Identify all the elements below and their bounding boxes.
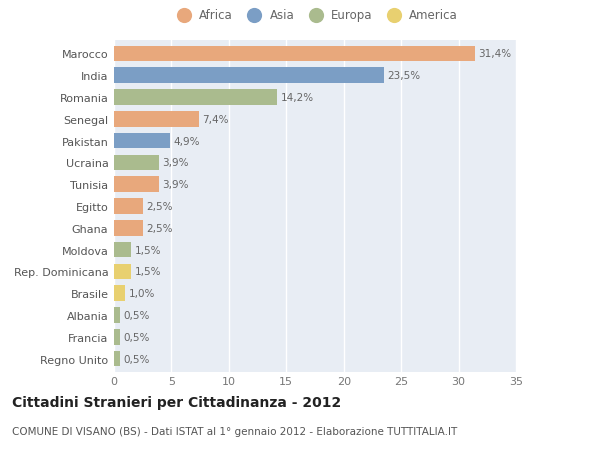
Text: 0,5%: 0,5% bbox=[123, 310, 149, 320]
Text: 0,5%: 0,5% bbox=[123, 332, 149, 342]
Text: 1,5%: 1,5% bbox=[134, 267, 161, 277]
Text: 0,5%: 0,5% bbox=[123, 354, 149, 364]
Bar bbox=[114, 68, 384, 84]
Bar bbox=[114, 177, 159, 193]
Text: 1,5%: 1,5% bbox=[134, 245, 161, 255]
Legend: Africa, Asia, Europa, America: Africa, Asia, Europa, America bbox=[172, 9, 458, 22]
Bar bbox=[114, 308, 120, 323]
Bar bbox=[114, 264, 131, 280]
Text: 2,5%: 2,5% bbox=[146, 223, 173, 233]
Bar bbox=[114, 199, 143, 214]
Bar bbox=[114, 134, 170, 149]
Text: Cittadini Stranieri per Cittadinanza - 2012: Cittadini Stranieri per Cittadinanza - 2… bbox=[12, 395, 341, 409]
Bar bbox=[114, 46, 475, 62]
Bar bbox=[114, 351, 120, 367]
Text: 3,9%: 3,9% bbox=[162, 158, 189, 168]
Text: 1,0%: 1,0% bbox=[129, 289, 155, 298]
Text: 4,9%: 4,9% bbox=[174, 136, 200, 146]
Bar bbox=[114, 242, 131, 258]
Bar bbox=[114, 112, 199, 128]
Text: 31,4%: 31,4% bbox=[478, 50, 511, 59]
Bar bbox=[114, 329, 120, 345]
Text: 7,4%: 7,4% bbox=[202, 115, 229, 124]
Text: 3,9%: 3,9% bbox=[162, 180, 189, 190]
Text: 14,2%: 14,2% bbox=[281, 93, 314, 103]
Bar bbox=[114, 155, 159, 171]
Text: COMUNE DI VISANO (BS) - Dati ISTAT al 1° gennaio 2012 - Elaborazione TUTTITALIA.: COMUNE DI VISANO (BS) - Dati ISTAT al 1°… bbox=[12, 426, 457, 436]
Bar bbox=[114, 285, 125, 302]
Bar bbox=[114, 220, 143, 236]
Text: 23,5%: 23,5% bbox=[388, 71, 421, 81]
Bar bbox=[114, 90, 277, 106]
Text: 2,5%: 2,5% bbox=[146, 202, 173, 212]
